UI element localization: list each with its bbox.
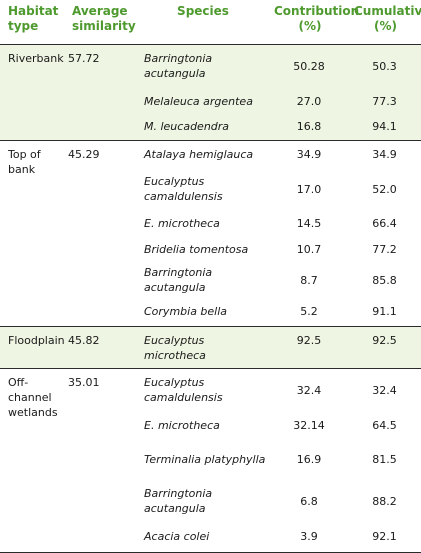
cumulative-cell: 85.8 [372, 273, 397, 287]
table-row: Floodplain 45.82 Eucalyptus microtheca 9… [0, 326, 421, 368]
table-row: Barringtonia acutangula 8.7 85.8 [0, 262, 421, 298]
contribution-cell: 5.2 [300, 305, 318, 319]
average-similarity-cell: 57.72 [68, 51, 100, 65]
species-cell: Eucalyptus camaldulensis [144, 175, 223, 203]
table-row: Bridelia tomentosa 10.7 77.2 [0, 236, 421, 262]
cumulative-cell: 66.4 [372, 216, 397, 230]
cumulative-cell: 52.0 [372, 182, 397, 196]
table-row: Off-channel wetlands 35.01 Eucalyptus ca… [0, 368, 421, 419]
contribution-cell: 10.7 [296, 242, 322, 256]
table-row: Terminalia platyphylla 16.9 81.5 [0, 438, 421, 480]
habitat-group-riverbank: Riverbank 57.72 Barringtonia acutangula … [0, 44, 421, 140]
average-similarity-cell: 45.82 [68, 333, 100, 347]
species-cell: M. leucadendra [144, 120, 230, 134]
species-cell: Terminalia platyphylla [144, 452, 266, 466]
table-row: Corymbia bella 5.2 91.1 [0, 298, 421, 326]
header-habitat-type: Habitat type [8, 4, 59, 33]
habitat-type-cell: Floodplain [8, 333, 65, 347]
species-cell: Corymbia bella [144, 305, 228, 319]
habitat-group-floodplain: Floodplain 45.82 Eucalyptus microtheca 9… [0, 326, 421, 368]
habitat-group-top-of-bank: Top of bank 45.29 Atalaya hemiglauca 34.… [0, 140, 421, 326]
contribution-cell: 27.0 [296, 94, 322, 108]
species-cell: Melaleuca argentea [144, 94, 253, 108]
contribution-cell: 3.9 [300, 530, 318, 544]
cumulative-cell: 77.3 [372, 94, 397, 108]
contribution-cell: 34.9 [296, 147, 322, 161]
species-cell: Barringtonia acutangula [144, 266, 213, 294]
species-cell: Eucalyptus camaldulensis [144, 376, 223, 405]
habitat-type-cell: Top of bank [8, 147, 41, 176]
species-cell: Barringtonia acutangula [144, 487, 213, 515]
cumulative-cell: 34.9 [372, 147, 397, 161]
species-cell: Eucalyptus microtheca [144, 333, 206, 362]
species-cell: Acacia colei [144, 530, 210, 544]
contribution-cell: 92.5 [296, 333, 322, 347]
contribution-cell: 50.28 [293, 59, 325, 73]
cumulative-cell: 81.5 [372, 452, 397, 466]
table-row: E. microtheca 32.14 64.5 [0, 412, 421, 438]
average-similarity-cell: 35.01 [68, 375, 100, 389]
table-row: Riverbank 57.72 Barringtonia acutangula … [0, 44, 421, 88]
contribution-cell: 32.4 [296, 383, 322, 397]
cumulative-cell: 64.5 [372, 418, 397, 432]
table-header-row: Habitat type Average similarity Species … [0, 0, 421, 44]
contribution-cell: 14.5 [296, 216, 322, 230]
table-row: Top of bank 45.29 Atalaya hemiglauca 34.… [0, 140, 421, 176]
cumulative-cell: 91.1 [372, 305, 397, 319]
header-average-similarity: Average similarity [72, 4, 136, 33]
header-cumulative: Cumulative (%) [354, 4, 421, 33]
species-cell: E. microtheca [144, 216, 220, 230]
species-cell: Atalaya hemiglauca [144, 147, 254, 161]
habitat-type-cell: Off-channel wetlands [8, 375, 58, 419]
cumulative-cell: 92.1 [372, 530, 397, 544]
contribution-cell: 8.7 [300, 273, 318, 287]
habitat-type-cell: Riverbank [8, 51, 64, 65]
cumulative-cell: 77.2 [372, 242, 397, 256]
contribution-cell: 17.0 [296, 182, 322, 196]
species-cell: Barringtonia acutangula [144, 52, 213, 81]
cumulative-cell: 32.4 [372, 383, 397, 397]
cumulative-cell: 94.1 [372, 120, 397, 134]
table-row: E. microtheca 14.5 66.4 [0, 210, 421, 236]
habitat-group-off-channel-wetlands: Off-channel wetlands 35.01 Eucalyptus ca… [0, 368, 421, 552]
header-contribution: Contribution (%) [274, 4, 360, 33]
species-cell: Bridelia tomentosa [144, 242, 249, 256]
table-row: Melaleuca argentea 27.0 77.3 [0, 88, 421, 114]
cumulative-cell: 88.2 [372, 494, 397, 508]
average-similarity-cell: 45.29 [68, 147, 100, 161]
contribution-cell: 16.8 [296, 120, 322, 134]
species-cell: E. microtheca [144, 418, 220, 432]
cumulative-cell: 50.3 [372, 59, 397, 73]
contribution-cell: 6.8 [300, 494, 318, 508]
cumulative-cell: 92.5 [372, 333, 397, 347]
header-species: Species [177, 4, 229, 18]
contribution-cell: 32.14 [293, 418, 325, 432]
contribution-cell: 16.9 [296, 452, 322, 466]
table-row: Eucalyptus camaldulensis 17.0 52.0 [0, 168, 421, 210]
table-row: M. leucadendra 16.8 94.1 [0, 114, 421, 140]
